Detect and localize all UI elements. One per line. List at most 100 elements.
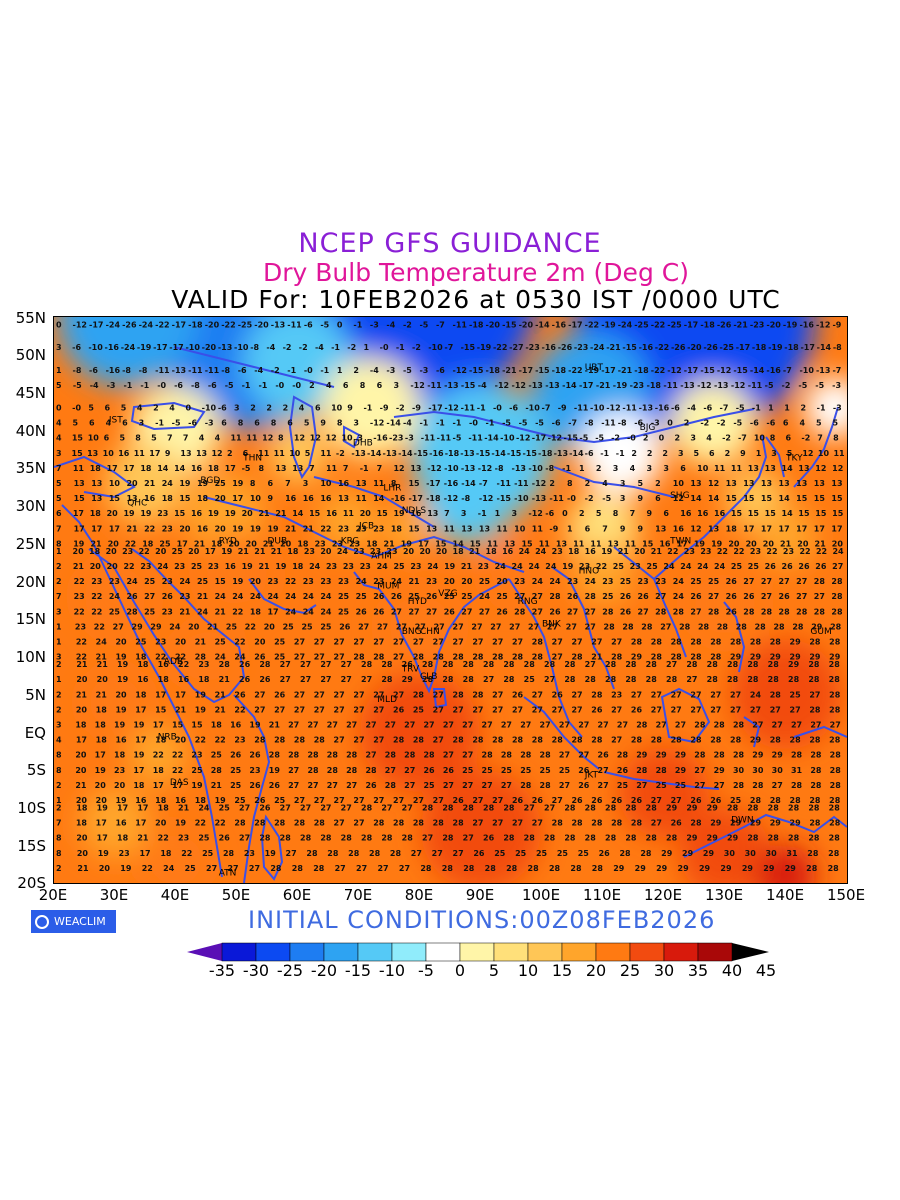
grid-value: -13 — [271, 321, 285, 330]
value-row: 4 5 6 4 6 3 -1 -5 -6 -3 6 8 6 8 6 5 9 8 3 -12 -14 -4 -1 -1 -1 -0-… — [56, 419, 838, 428]
station-label: ATN — [219, 868, 237, 878]
grid-value: 15 — [470, 539, 482, 548]
grid-value: 28 — [549, 864, 561, 873]
grid-value: -10 — [500, 434, 515, 443]
grid-value: 26 — [219, 834, 231, 843]
grid-value: 21 — [275, 509, 287, 518]
grid-value: -6 — [72, 343, 81, 352]
lat-label: 20N — [15, 573, 46, 591]
grid-value: 20 — [97, 675, 109, 684]
grid-value: 21 — [195, 638, 207, 647]
grid-value: 27 — [341, 660, 352, 669]
temperature-zone — [80, 787, 150, 858]
grid-value: 25 — [393, 562, 405, 571]
grid-value: 27 — [761, 577, 772, 586]
grid-value: 9 — [638, 494, 644, 503]
grid-value: 17 — [117, 804, 128, 813]
grid-value: 11 — [134, 449, 146, 458]
grid-value: 29 — [785, 864, 797, 873]
grid-value: -22 — [155, 321, 169, 330]
grid-value: 21 — [194, 539, 206, 548]
grid-value: 24 — [163, 864, 175, 873]
grid-value: 6 — [343, 381, 349, 390]
grid-value: 28 — [808, 834, 820, 843]
grid-value: 28 — [373, 653, 385, 662]
grid-value: 28 — [532, 736, 544, 745]
grid-value: 6 — [287, 419, 293, 428]
grid-value: 26 — [617, 766, 629, 775]
grid-value: -1 — [752, 404, 761, 413]
grid-value: 8 — [250, 479, 256, 488]
grid-value: 19 — [97, 804, 109, 813]
station-label: BJG — [640, 423, 656, 433]
grid-value: 25 — [159, 539, 171, 548]
grid-value: -16 — [391, 494, 406, 503]
grid-value: 25 — [226, 622, 238, 631]
grid-value: 6 — [680, 464, 686, 473]
grid-value: 28 — [625, 660, 637, 669]
grid-value: -10 — [525, 404, 540, 413]
grid-value: 23 — [267, 577, 278, 586]
grid-value: 28 — [770, 796, 782, 805]
grid-value: 24 — [545, 562, 557, 571]
grid-value: 27 — [694, 781, 705, 790]
grid-value: 28 — [423, 751, 435, 760]
grid-value: 28 — [211, 766, 223, 775]
grid-value: 17 — [743, 524, 754, 533]
grid-value: 27 — [566, 622, 577, 631]
grid-value: 26 — [391, 592, 403, 601]
grid-value: 28 — [404, 751, 416, 760]
grid-value: 27 — [479, 607, 490, 616]
grid-value: 28 — [790, 796, 802, 805]
lat-label: 45N — [15, 384, 46, 402]
grid-value: -13 — [512, 464, 526, 473]
temperature-map: 0 -12 -17 -24 -26 -24 -22 -17 -18 -20 -22 -25 -20 -13… — [53, 316, 848, 884]
grid-value: 18 — [208, 464, 220, 473]
grid-value: 13 — [748, 464, 759, 473]
grid-value: -17 — [736, 343, 750, 352]
grid-value: 27 — [443, 751, 454, 760]
grid-value: 24 — [303, 607, 315, 616]
grid-value: 27 — [288, 721, 299, 730]
grid-value: 23 — [304, 547, 315, 556]
lon-label: 70E — [343, 886, 373, 904]
grid-value: 27 — [353, 705, 364, 714]
temperature-zone — [619, 747, 709, 838]
grid-value: 17 — [232, 494, 243, 503]
grid-value: 13 — [427, 509, 438, 518]
grid-value: 28 — [790, 736, 802, 745]
grid-value: 27 — [334, 796, 345, 805]
grid-value: 29 — [714, 766, 726, 775]
grid-value: 25 — [234, 796, 246, 805]
grid-value: 18 — [114, 751, 126, 760]
grid-value: 26 — [483, 834, 495, 843]
grid-value: 2 — [153, 404, 159, 413]
lon-label: 120E — [643, 886, 683, 904]
grid-value: -15 — [476, 449, 491, 458]
grid-value: 25 — [198, 834, 210, 843]
grid-value: -11 — [497, 479, 512, 488]
grid-value: 18 — [391, 524, 403, 533]
grid-value: -17 — [579, 381, 593, 390]
grid-value: 28 — [666, 834, 678, 843]
grid-value: 25 — [274, 638, 286, 647]
grid-value: 20 — [106, 547, 118, 556]
grid-value: 16 — [135, 796, 147, 805]
value-row: 7 18 17 16 17 20 19 22 22 28 28 28 28 28 27 27 28 28 28 28 2… — [56, 819, 841, 828]
grid-value: 28 — [830, 781, 842, 790]
grid-value: 28 — [686, 660, 698, 669]
grid-value: 17 — [135, 819, 146, 828]
grid-value: 27 — [341, 675, 352, 684]
grid-value: 4 — [706, 434, 712, 443]
grid-value: 4 — [199, 434, 205, 443]
grid-value: 28 — [294, 819, 306, 828]
grid-value: 15 — [748, 509, 760, 518]
grid-value: -16 — [542, 343, 557, 352]
grid-value: 6 — [105, 404, 111, 413]
grid-value: 28 — [544, 834, 556, 843]
grid-value: 10 — [341, 434, 353, 443]
grid-value: 19 — [232, 577, 244, 586]
grid-value: 28 — [381, 660, 393, 669]
grid-value: 6 — [56, 509, 62, 518]
grid-value: 20 — [634, 547, 646, 556]
